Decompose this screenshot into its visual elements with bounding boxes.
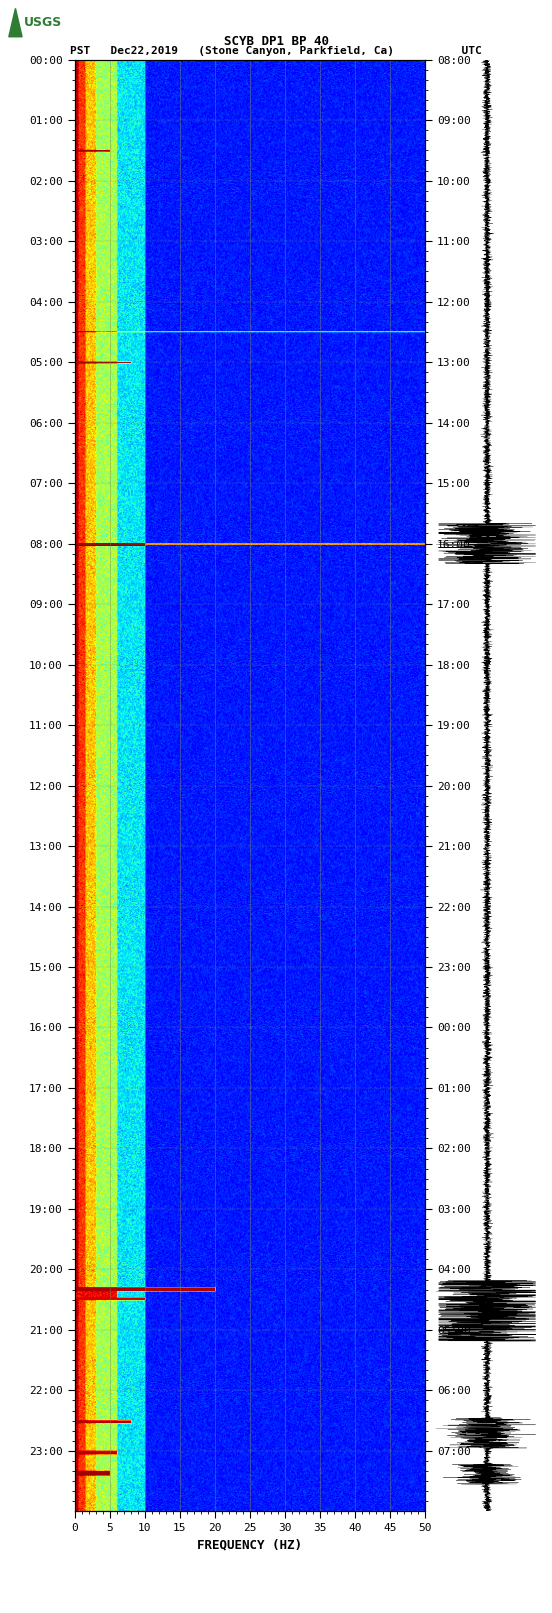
Text: SCYB DP1 BP 40: SCYB DP1 BP 40: [224, 35, 328, 48]
Text: PST   Dec22,2019   (Stone Canyon, Parkfield, Ca)          UTC: PST Dec22,2019 (Stone Canyon, Parkfield,…: [70, 45, 482, 56]
Polygon shape: [9, 8, 22, 37]
X-axis label: FREQUENCY (HZ): FREQUENCY (HZ): [197, 1539, 302, 1552]
Text: USGS: USGS: [24, 16, 62, 29]
